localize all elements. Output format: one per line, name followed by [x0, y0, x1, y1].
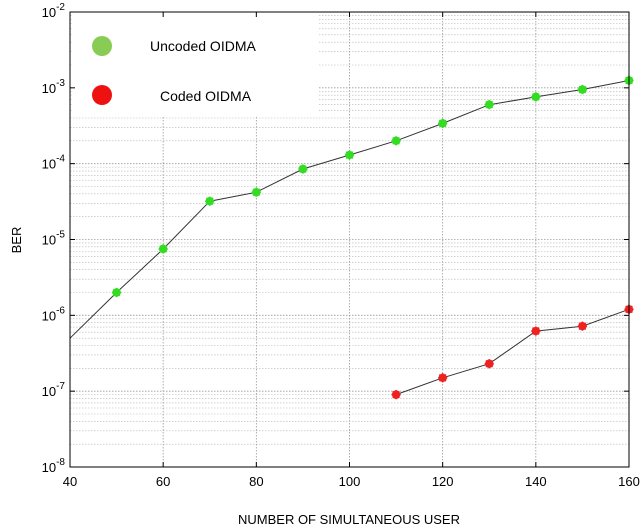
data-point-cross: [578, 322, 587, 330]
data-point: [438, 118, 448, 128]
y-tick-label: 10-4: [42, 154, 66, 172]
data-point-cross: [485, 100, 494, 109]
x-tick-label: 100: [339, 474, 361, 489]
data-point-cross: [532, 93, 540, 101]
data-point: [298, 164, 308, 174]
x-tick-label: 160: [618, 474, 640, 489]
data-point: [158, 244, 168, 254]
data-point: [531, 92, 541, 102]
data-point-cross: [159, 245, 167, 253]
data-point: [577, 84, 588, 95]
data-point-cross: [112, 288, 121, 297]
legend-marker-1: [92, 85, 112, 105]
x-tick-label: 80: [249, 474, 263, 489]
x-tick-label: 140: [525, 474, 547, 489]
x-axis-label: NUMBER OF SIMULTANEOUS USER: [238, 512, 460, 527]
y-tick-label: 10-6: [42, 305, 66, 323]
data-point-cross: [392, 137, 400, 145]
series-line-1: [395, 308, 630, 396]
data-point: [484, 100, 494, 110]
data-point-cross: [438, 119, 447, 128]
y-tick-label: 10-8: [42, 457, 66, 475]
data-point-cross: [252, 188, 261, 197]
grid-lines: [69, 11, 630, 468]
y-tick-label: 10-5: [42, 230, 66, 248]
data-point: [391, 136, 401, 146]
data-point-cross: [578, 85, 587, 94]
data-point-cross: [299, 165, 307, 173]
data-point: [438, 373, 448, 383]
x-tick-label: 40: [63, 474, 77, 489]
y-axis-label: BER: [9, 227, 24, 254]
y-axis-ticks: 10-8 10-7 10-6 10-5 10-4 10-3 10-2: [42, 2, 629, 475]
data-point: [484, 359, 494, 369]
data-point-cross: [205, 197, 214, 205]
y-tick-label: 10-3: [42, 78, 66, 96]
x-axis-ticks: 40 60 80 100 120 140 160: [63, 12, 640, 489]
data-point-cross: [438, 374, 447, 382]
data-point: [205, 196, 215, 206]
legend-marker-0: [92, 36, 112, 56]
data-point: [344, 150, 355, 160]
data-point-cross: [392, 390, 400, 399]
y-tick-label: 10-2: [42, 2, 66, 20]
data-point-cross: [345, 151, 354, 159]
data-point-cross: [532, 327, 540, 335]
data-point-cross: [485, 359, 494, 368]
data-point: [577, 321, 588, 331]
data-point: [391, 390, 401, 400]
data-point: [531, 326, 541, 336]
legend-label-0: Uncoded OIDMA: [150, 38, 256, 54]
legend: Uncoded OIDMA Coded OIDMA: [72, 14, 318, 117]
data-point: [111, 287, 122, 298]
data-point: [251, 187, 261, 197]
legend-label-1: Coded OIDMA: [160, 88, 252, 104]
series-markers: [111, 75, 634, 400]
x-tick-label: 60: [156, 474, 170, 489]
y-tick-label: 10-7: [42, 381, 66, 399]
legend-box: [72, 14, 318, 117]
x-tick-label: 120: [432, 474, 454, 489]
